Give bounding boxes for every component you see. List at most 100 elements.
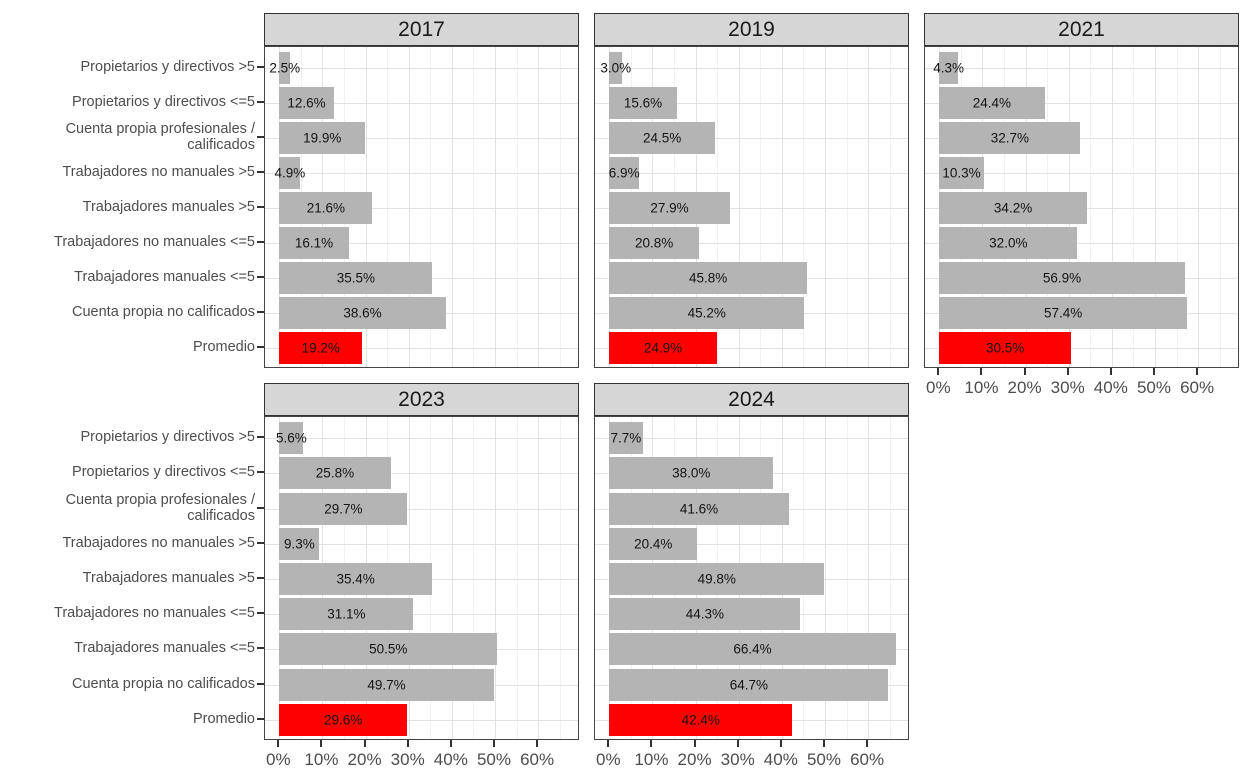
- gridline-major: [868, 417, 870, 739]
- bar-value-label: 49.8%: [697, 571, 736, 587]
- x-tick-label: 30%: [1050, 378, 1085, 397]
- gridline-major: [595, 103, 908, 104]
- y-axis-tick: [257, 276, 264, 278]
- facet-strip: 2023: [264, 383, 579, 416]
- bar: [279, 493, 408, 525]
- y-axis-tick: [257, 612, 264, 615]
- x-tick-label: 20%: [677, 750, 712, 769]
- bar-value-label: 38.0%: [672, 465, 711, 481]
- bar: [609, 528, 698, 560]
- bar: [609, 262, 807, 294]
- bar-highlight: [279, 704, 407, 736]
- x-tick-label: 30%: [390, 750, 425, 769]
- category-label: Propietarios y directivos >5: [80, 429, 255, 446]
- gridline-major: [925, 173, 1238, 174]
- x-tick-label: 10%: [964, 378, 999, 397]
- gridline-minor: [430, 47, 432, 367]
- bar-highlight: [939, 332, 1071, 364]
- gridline-major: [265, 720, 578, 721]
- y-axis-tick: [257, 206, 264, 208]
- x-tick-label: 40%: [1093, 378, 1128, 397]
- bar: [609, 669, 889, 701]
- category-label: Trabajadores manuales <=5: [74, 269, 255, 285]
- gridline-minor: [1090, 47, 1092, 367]
- bar-value-label: 35.5%: [336, 270, 375, 286]
- y-axis-tick: [257, 577, 264, 579]
- facet-title: 2017: [398, 17, 445, 41]
- facet-panel: 2.5% 12.6% 19.9% 4.9% 21.6% 16.1% 35.5% 38.6% 19…: [264, 46, 579, 368]
- gridline-major: [738, 47, 740, 367]
- gridline-minor: [387, 47, 389, 367]
- gridline-major: [595, 243, 908, 244]
- bar-value-label: 49.7%: [367, 677, 406, 693]
- y-axis-tick: [257, 436, 264, 439]
- y-axis-tick: [257, 717, 264, 720]
- x-axis-tick: [363, 740, 366, 747]
- gridline-major: [925, 348, 1238, 349]
- bar: [279, 87, 334, 119]
- x-tick-label: 0%: [926, 378, 951, 397]
- gridline-minor: [473, 417, 475, 739]
- category-label: Trabajadores no manuales >5: [62, 164, 255, 180]
- bar-value-label: 56.9%: [1042, 270, 1082, 286]
- bar-value-label: 31.1%: [327, 606, 366, 622]
- gridline-major: [265, 243, 578, 244]
- bar-value-label: 29.6%: [324, 712, 363, 728]
- bar: [279, 457, 391, 489]
- bar-value-label: 21.6%: [306, 200, 346, 216]
- facet-title: 2023: [398, 387, 445, 411]
- gridline-minor: [846, 47, 848, 367]
- bar: [279, 52, 291, 84]
- x-axis-tick: [937, 368, 940, 375]
- category-label: Trabajadores manuales >5: [82, 570, 255, 586]
- bar-value-label: 29.7%: [324, 501, 363, 517]
- x-tick-label: 20%: [347, 750, 382, 769]
- gridline-major: [595, 208, 908, 209]
- y-axis-tick: [257, 66, 264, 68]
- gridline-major: [451, 417, 453, 739]
- bar-highlight: [609, 332, 717, 364]
- x-axis-tick: [1196, 368, 1199, 375]
- x-axis-tick: [693, 740, 696, 747]
- gridline-minor: [516, 417, 518, 739]
- bar: [939, 192, 1087, 224]
- gridline-minor: [889, 417, 891, 739]
- gridline-major: [538, 417, 540, 739]
- gridline-minor: [1176, 47, 1178, 367]
- gridline-major: [408, 47, 410, 367]
- gridline-minor: [803, 47, 805, 367]
- facet-strip: 2024: [594, 383, 909, 416]
- bar: [279, 422, 304, 454]
- gridline-minor: [889, 47, 891, 367]
- bar: [279, 262, 433, 294]
- x-tick-label: 50%: [476, 750, 511, 769]
- category-label: Cuenta propia profesionales / calificado…: [65, 121, 255, 153]
- bar-value-label: 4.9%: [274, 165, 306, 181]
- bar-value-label: 20.8%: [635, 235, 674, 251]
- gridline-major: [265, 544, 578, 545]
- gridline-major: [595, 438, 908, 439]
- bar: [609, 227, 700, 259]
- x-axis-tick: [779, 740, 782, 747]
- gridline-major: [1111, 47, 1113, 367]
- bar: [939, 227, 1078, 259]
- x-axis-tick: [650, 740, 653, 747]
- x-tick-label: 30%: [720, 750, 755, 769]
- bar: [279, 157, 301, 189]
- bar-highlight: [609, 704, 793, 736]
- bar-value-label: 7.7%: [610, 430, 642, 446]
- facet-title: 2024: [728, 387, 775, 411]
- gridline-major: [494, 47, 496, 367]
- category-label: Trabajadores no manuales <=5: [54, 605, 255, 622]
- gridline-major: [925, 138, 1238, 139]
- bar-value-label: 5.6%: [276, 430, 307, 446]
- category-label: Cuenta propia profesionales / calificado…: [65, 491, 255, 524]
- x-tick-label: 50%: [1136, 378, 1171, 397]
- gridline-major: [451, 47, 453, 367]
- gridline-major: [265, 68, 578, 69]
- gridline-minor: [559, 417, 561, 739]
- y-axis-tick: [257, 346, 264, 348]
- gridline-major: [868, 47, 870, 367]
- bar-value-label: 44.3%: [685, 606, 724, 622]
